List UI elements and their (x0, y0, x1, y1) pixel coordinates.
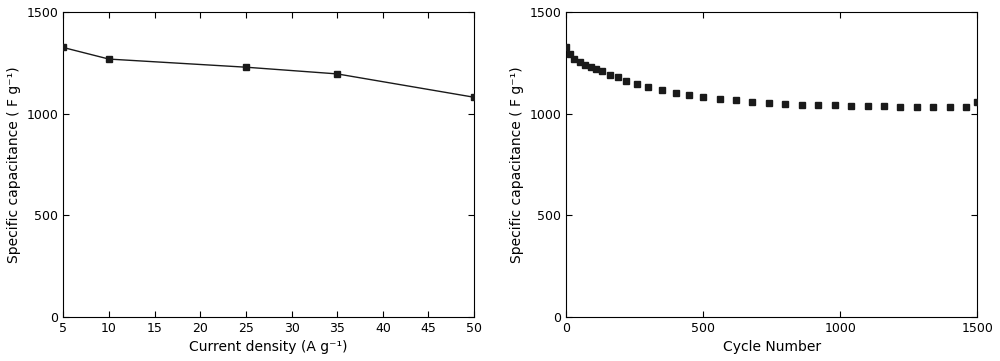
Y-axis label: Specific capacitance ( F g⁻¹): Specific capacitance ( F g⁻¹) (510, 66, 524, 262)
X-axis label: Current density (A g⁻¹): Current density (A g⁻¹) (189, 340, 348, 354)
X-axis label: Cycle Number: Cycle Number (723, 340, 821, 354)
Y-axis label: Specific capacitance ( F g⁻¹): Specific capacitance ( F g⁻¹) (7, 66, 21, 262)
